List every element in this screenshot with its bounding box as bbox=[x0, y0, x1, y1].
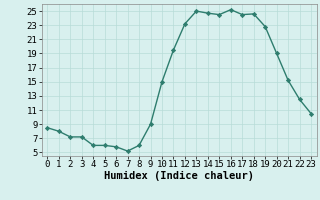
X-axis label: Humidex (Indice chaleur): Humidex (Indice chaleur) bbox=[104, 171, 254, 181]
